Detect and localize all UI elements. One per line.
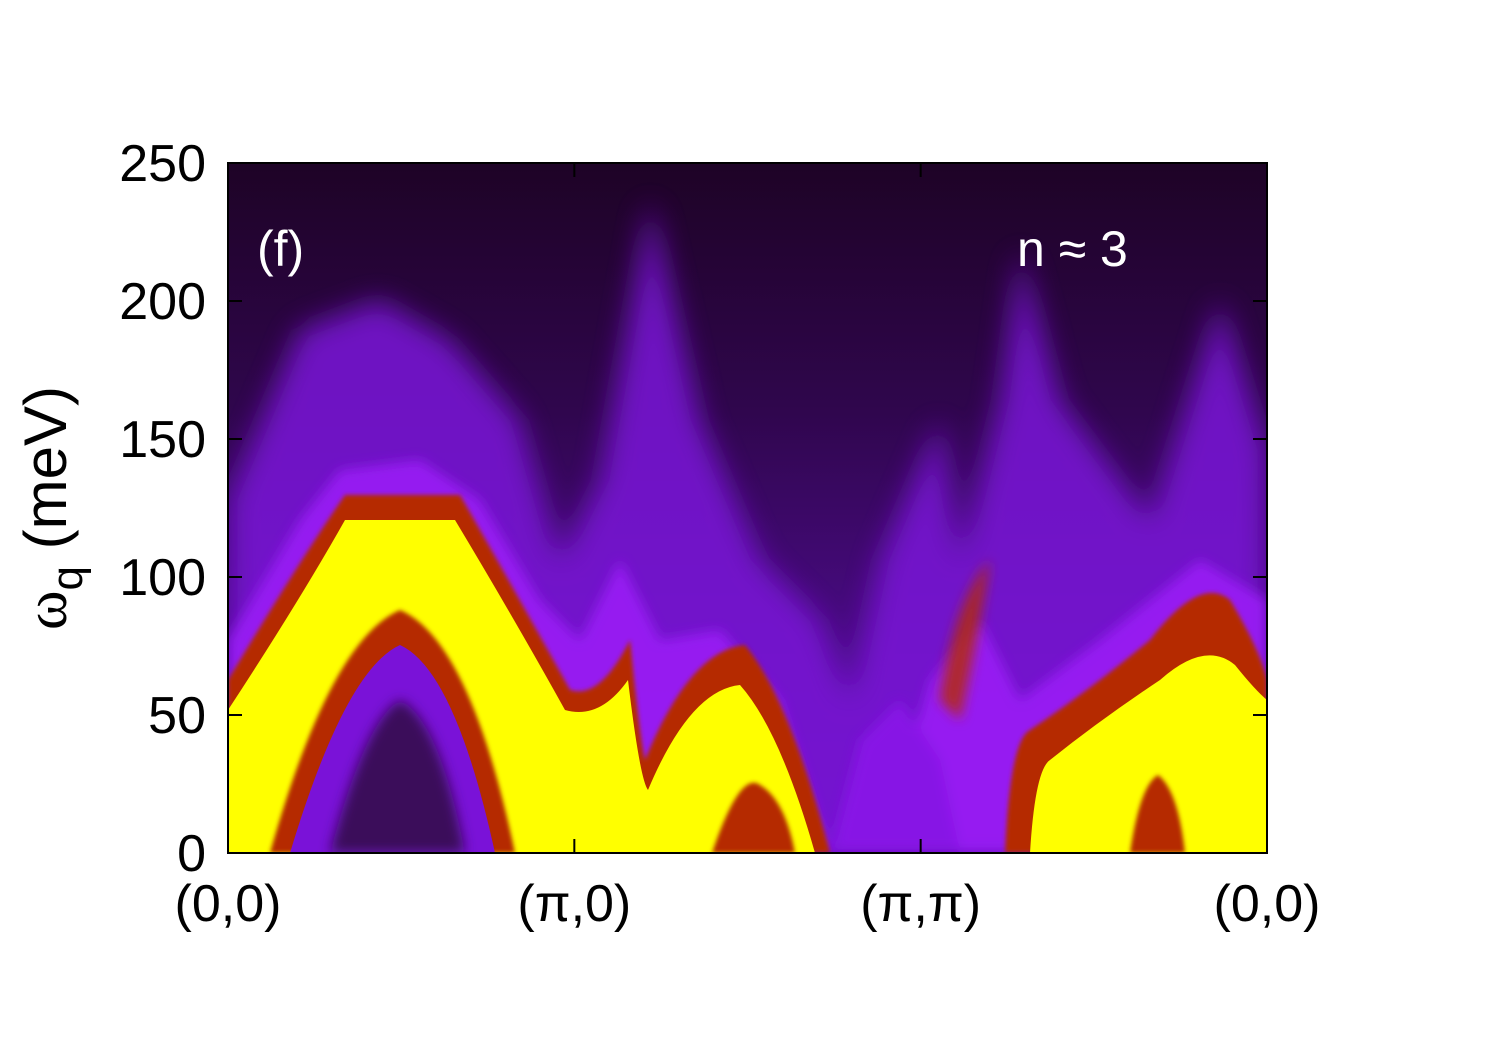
x-axis: (0,0) (π,0) (π,π) (0,0): [175, 163, 1321, 933]
ylabel-symbol: ω: [13, 591, 79, 631]
y-tick-label: 100: [119, 549, 206, 607]
panel-label: (f): [257, 221, 304, 277]
band-right-arc: [1005, 593, 1267, 853]
y-tick-label: 200: [119, 273, 206, 331]
band-pi0-pocket: [712, 782, 795, 853]
y-axis-label: ωq (meV): [12, 386, 92, 630]
y-tick-label: 0: [177, 825, 206, 883]
x-tick-label: (0,0): [175, 875, 282, 933]
x-tick-label: (π,0): [517, 875, 631, 933]
annotation-text: n ≈ 3: [1017, 221, 1128, 277]
heatmap-plot-area: [228, 163, 1267, 853]
x-tick-label: (0,0): [1214, 875, 1321, 933]
band-inner-dome: [270, 610, 515, 853]
plot-frame: [227, 162, 1268, 854]
y-tick-label: 150: [119, 411, 206, 469]
ylabel-unit: (meV): [12, 386, 79, 549]
band-pipi-spike: [940, 560, 990, 720]
y-tick-label: 250: [119, 135, 206, 193]
x-tick-label: (π,π): [860, 875, 981, 933]
y-axis: 0 50 100 150 200 250: [119, 135, 1267, 883]
y-tick-label: 50: [148, 687, 206, 745]
ylabel-subscript: q: [43, 566, 92, 590]
